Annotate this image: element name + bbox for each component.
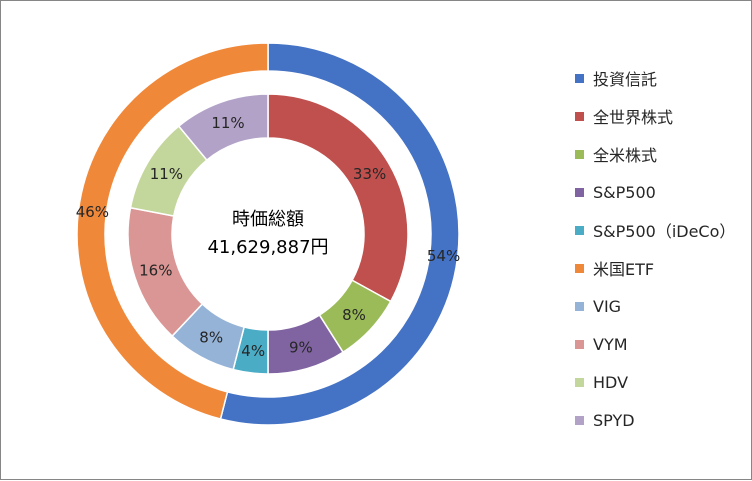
inner-slice-全世界株式 — [267, 93, 409, 303]
legend-item-全米株式: 全米株式 — [575, 135, 735, 173]
center-total-value: 41,629,887円 — [207, 237, 328, 258]
legend-swatch — [575, 73, 584, 83]
inner-data-label-全米株式: 8% — [342, 306, 366, 324]
legend-item-s-and-p500: S&P500 — [575, 173, 735, 211]
legend-swatch — [575, 339, 584, 349]
legend: 投資信託全世界株式全米株式 S&P500 S&P500（iDeCo） 米国ETF VIG… — [575, 59, 735, 439]
legend-label: S&P500（iDeCo） — [593, 222, 736, 241]
legend-label: HDV — [593, 372, 629, 392]
legend-swatch — [575, 149, 584, 159]
legend-item-s-and-p500-ideco: S&P500（iDeCo） — [575, 211, 735, 249]
inner-data-label-hdv: 11% — [150, 165, 183, 183]
center-title: 時価総額 — [232, 209, 304, 230]
inner-data-label-vig: 8% — [199, 328, 223, 346]
inner-slice-spyd — [177, 93, 269, 162]
legend-label: 投資信託 — [593, 70, 658, 89]
legend-swatch — [575, 225, 584, 235]
outer-slice-投資信託 — [219, 42, 460, 426]
outer-data-label-投資信託: 54% — [427, 247, 460, 265]
outer-slice-米国etf — [76, 42, 269, 420]
legend-label: 全米株式 — [593, 146, 658, 165]
legend-item-全世界株式: 全世界株式 — [575, 97, 735, 135]
legend-swatch — [575, 377, 584, 387]
legend-swatch — [575, 301, 584, 311]
legend-swatch — [575, 111, 584, 121]
legend-swatch — [575, 415, 584, 425]
legend-item-vig: VIG — [575, 287, 735, 325]
legend-item-hdv: HDV — [575, 363, 735, 401]
legend-swatch — [575, 263, 584, 273]
inner-data-label-全世界株式: 33% — [353, 165, 386, 183]
inner-data-label-vym: 16% — [139, 262, 172, 280]
legend-label: 全世界株式 — [593, 108, 674, 127]
legend-label: VIG — [593, 296, 622, 316]
inner-data-label-s-and-p500-ideco: 4% — [241, 342, 265, 360]
legend-label: 米国ETF — [593, 260, 655, 279]
legend-label: VYM — [593, 334, 628, 354]
inner-data-label-spyd: 11% — [211, 114, 244, 132]
legend-label: S&P500 — [593, 182, 656, 202]
legend-label: SPYD — [593, 410, 635, 430]
outer-data-label-米国etf: 46% — [76, 203, 109, 221]
legend-item-spyd: SPYD — [575, 401, 735, 439]
legend-swatch — [575, 187, 584, 197]
legend-item-米国etf: 米国ETF — [575, 249, 735, 287]
legend-item-投資信託: 投資信託 — [575, 59, 735, 97]
legend-item-vym: VYM — [575, 325, 735, 363]
inner-data-label-s-and-p500: 9% — [289, 338, 313, 356]
